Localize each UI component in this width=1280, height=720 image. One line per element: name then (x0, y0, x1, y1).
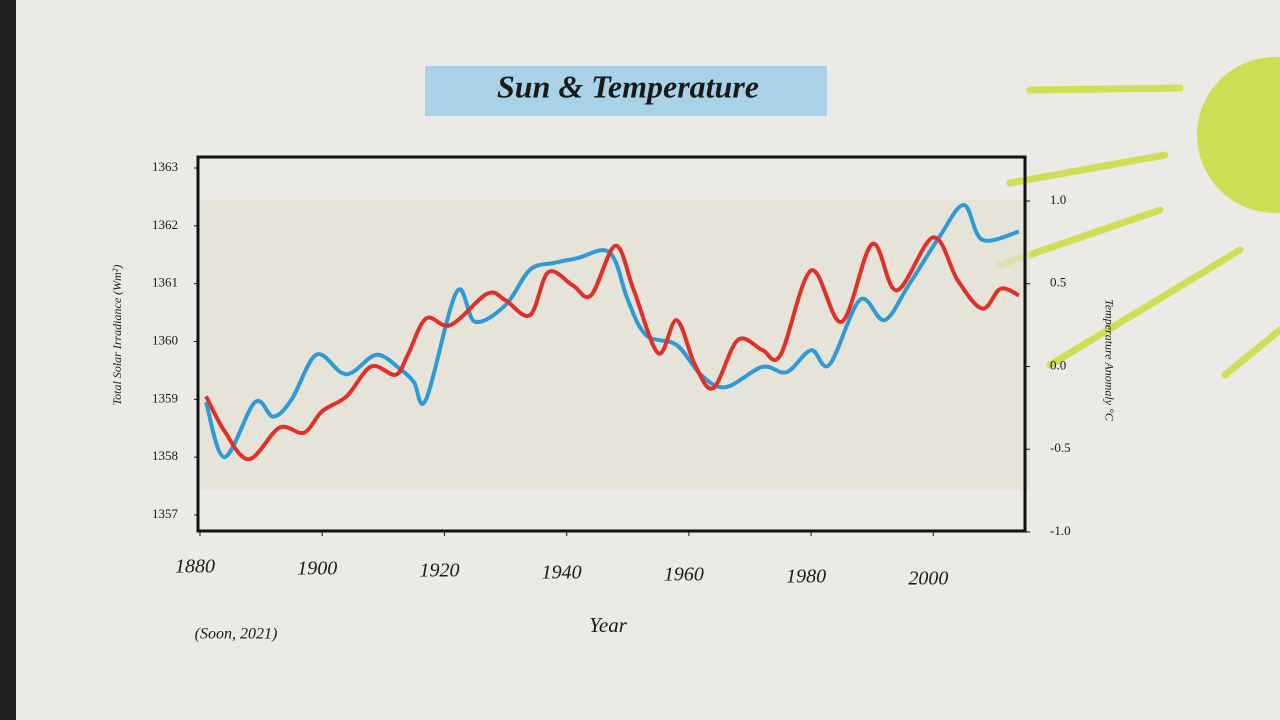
y2-tick-label: 0.5 (1050, 275, 1066, 290)
x-tick-label: 1920 (419, 560, 459, 582)
y-tick-label: 1363 (152, 159, 178, 174)
data-line (204, 203, 1020, 460)
sun (1197, 57, 1280, 213)
x-tick-label: 1940 (542, 562, 582, 584)
y-tick-label: 1362 (152, 217, 178, 232)
y-tick-label: 1359 (152, 390, 178, 405)
x-axis-label: Year (589, 613, 628, 637)
y-axis-label: Total Solar Irradiance (Wm²) (110, 265, 124, 406)
y-tick-label: 1361 (152, 275, 178, 290)
y-tick-label: 1358 (152, 448, 178, 463)
sun-rays (996, 84, 1280, 379)
y2-tick-label: -1.0 (1050, 523, 1071, 538)
x-tick-label: 1980 (786, 566, 826, 588)
plot-frame (196, 155, 1027, 533)
y2-tick-label: 1.0 (1050, 192, 1066, 207)
plot-wash (200, 200, 1030, 490)
y-tick-label: 1360 (152, 332, 178, 347)
x-tick-label: 2000 (908, 568, 948, 590)
source-note: (Soon, 2021) (195, 626, 278, 643)
edge-strip (0, 0, 16, 720)
y2-axis-label: Temperature Anomaly °C (1102, 299, 1116, 422)
y2-tick-label: 0.0 (1050, 357, 1066, 372)
chart-title: Sun & Temperature (497, 68, 759, 104)
data-line (204, 235, 1020, 462)
title-highlight (425, 66, 827, 116)
x-tick-label: 1960 (664, 564, 704, 586)
x-tick-label: 1900 (297, 558, 337, 580)
y-tick-label: 1357 (152, 506, 179, 521)
x-tick-label: 1880 (175, 556, 215, 578)
y2-tick-label: -0.5 (1050, 440, 1071, 455)
